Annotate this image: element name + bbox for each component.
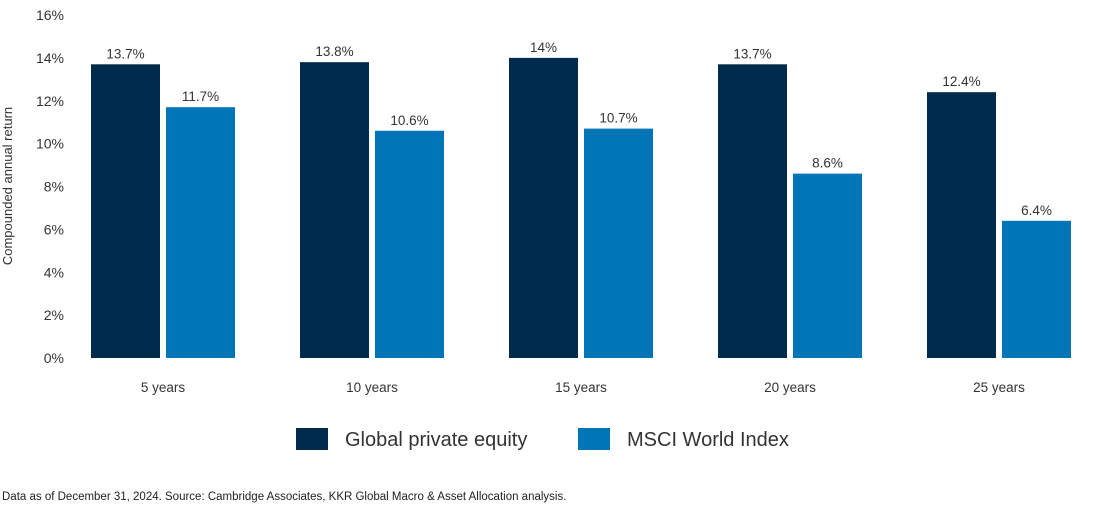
legend-label: MSCI World Index [627,429,789,451]
y-tick-label: 14% [36,50,64,66]
data-label: 11.7% [182,89,219,104]
y-axis-label: Compounded annual return [0,107,15,265]
bar-msci-world-3 [793,173,862,358]
x-tick-label: 10 years [346,380,398,395]
bar-msci-world-1 [375,130,444,358]
legend-swatch [578,428,610,450]
y-tick-label: 6% [44,221,64,237]
x-tick-label: 25 years [973,380,1025,395]
x-tick-label: 15 years [555,380,607,395]
data-label: 13.7% [733,46,771,61]
data-label: 10.7% [599,111,637,126]
bar-private-equity-4 [927,92,996,359]
data-label: 12.4% [942,74,980,89]
bar-msci-world-0 [166,107,235,359]
bar-private-equity-1 [300,62,369,358]
y-tick-label: 10% [36,136,64,152]
y-tick-label: 16% [36,7,64,23]
footnote: Data as of December 31, 2024. Source: Ca… [2,491,567,503]
y-tick-label: 0% [44,350,64,366]
bar-private-equity-2 [509,57,578,358]
y-tick-label: 12% [36,93,64,109]
y-tick-label: 4% [44,264,64,280]
legend-swatch [296,428,328,450]
bar-private-equity-0 [91,64,160,359]
bar-msci-world-4 [1002,220,1071,358]
legend-label: Global private equity [345,429,527,451]
data-label: 13.7% [106,46,144,61]
bar-msci-world-2 [584,128,653,358]
data-label: 6.4% [1021,203,1052,218]
x-tick-label: 20 years [764,380,816,395]
data-label: 14% [530,40,557,55]
data-label: 10.6% [390,113,428,128]
x-tick-label: 5 years [141,380,186,395]
data-label: 8.6% [812,156,843,171]
data-label: 13.8% [315,44,353,59]
y-tick-label: 8% [44,179,64,195]
y-tick-label: 2% [44,307,64,323]
bar-chart: Compounded annual return 0% 2% 4% 6% 8% 10% 12… [0,7,1071,451]
bar-private-equity-3 [718,64,787,359]
